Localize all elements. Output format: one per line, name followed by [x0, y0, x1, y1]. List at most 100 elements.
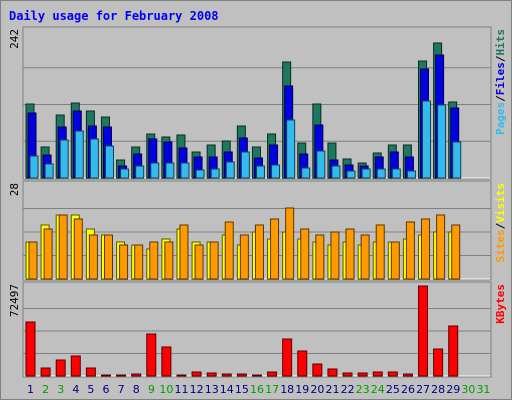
- bar-kbytes-day-23: [357, 372, 368, 377]
- series-sites: [28, 207, 461, 280]
- bar-kbytes-day-5: [85, 367, 96, 377]
- bar-pages-day-19: [301, 167, 311, 179]
- bar-pages-day-2: [44, 163, 54, 179]
- bar-kbytes-day-27: [418, 285, 429, 377]
- bar-pages-day-12: [195, 169, 205, 179]
- bar-pages-day-6: [104, 145, 114, 179]
- bar-sites-day-26: [405, 221, 415, 280]
- bar-pages-day-11: [180, 162, 190, 179]
- bar-sites-day-14: [224, 221, 234, 280]
- bar-pages-day-9: [150, 162, 160, 179]
- x-tick-label-day-13: 13: [205, 383, 219, 396]
- legend-entry-kbytes: KBytes: [494, 284, 507, 324]
- bar-pages-day-10: [165, 162, 175, 179]
- bar-pages-day-4: [74, 130, 84, 179]
- bar-pages-day-17: [271, 164, 281, 179]
- x-tick-label-day-28: 28: [431, 383, 445, 396]
- bar-kbytes-day-28: [433, 348, 444, 377]
- bar-sites-day-1: [28, 241, 38, 280]
- bar-sites-day-11: [179, 224, 189, 280]
- bar-sites-day-28: [436, 214, 446, 280]
- bar-pages-day-24: [376, 168, 386, 179]
- panel-kbytes-background: [22, 281, 492, 378]
- bar-sites-day-9: [149, 241, 159, 280]
- legend-entry-hits: Hits: [494, 29, 507, 56]
- bar-sites-day-25: [390, 241, 400, 280]
- bar-sites-day-27: [421, 218, 431, 280]
- x-tick-label-day-24: 24: [371, 383, 385, 396]
- bar-kbytes-day-9: [146, 333, 157, 377]
- bar-kbytes-day-13: [206, 372, 217, 377]
- bar-kbytes-day-16: [251, 374, 262, 377]
- bar-sites-day-21: [330, 231, 340, 280]
- bar-pages-day-20: [316, 150, 326, 179]
- panel-kbytes: 72497 KBytes: [8, 281, 507, 378]
- bar-pages-day-23: [361, 168, 371, 179]
- series-kbytes: [25, 285, 459, 377]
- bar-pages-day-28: [437, 104, 447, 179]
- bar-sites-day-5: [88, 234, 98, 280]
- bar-sites-day-22: [345, 228, 355, 280]
- x-tick-label-day-1: 1: [27, 383, 34, 396]
- bar-kbytes-day-24: [372, 371, 383, 377]
- bar-kbytes-day-26: [402, 373, 413, 377]
- panel-visits: 28 Sites/Visits: [8, 180, 507, 281]
- bar-sites-day-16: [254, 224, 264, 280]
- legend-entry-visits: Visits: [494, 183, 507, 223]
- legend-entry-sites: Sites: [494, 229, 507, 262]
- bar-sites-day-18: [285, 207, 295, 280]
- x-tick-label-day-3: 3: [57, 383, 64, 396]
- legend-entry-files: Files: [494, 62, 507, 95]
- panel-kbytes-legend: KBytes: [494, 284, 507, 324]
- x-tick-label-day-7: 7: [118, 383, 125, 396]
- bar-sites-day-4: [73, 218, 83, 280]
- bar-kbytes-day-6: [100, 374, 111, 377]
- bar-kbytes-day-17: [267, 371, 278, 377]
- x-tick-label-day-4: 4: [72, 383, 79, 396]
- bar-sites-day-13: [209, 241, 219, 280]
- bar-sites-day-7: [119, 244, 129, 280]
- bar-pages-day-21: [331, 165, 341, 179]
- bar-pages-day-22: [346, 170, 356, 179]
- x-tick-label-day-14: 14: [220, 383, 234, 396]
- series-pages: [29, 100, 462, 179]
- bar-sites-day-10: [164, 241, 174, 280]
- x-tick-label-day-19: 19: [295, 383, 309, 396]
- bar-kbytes-day-14: [221, 373, 232, 377]
- bar-sites-day-29: [451, 224, 461, 280]
- chart-title: Daily usage for February 2008: [9, 9, 219, 23]
- x-tick-label-day-31: 31: [476, 383, 490, 396]
- bar-pages-day-27: [422, 100, 432, 179]
- x-tick-label-day-8: 8: [133, 383, 140, 396]
- bar-sites-day-23: [360, 234, 370, 280]
- panel-visits-ymax-label: 28: [8, 183, 21, 196]
- panel-kbytes-ymax-label: 72497: [8, 284, 21, 317]
- bar-pages-day-29: [452, 141, 462, 179]
- bar-kbytes-day-2: [40, 367, 51, 377]
- x-tick-label-day-10: 10: [159, 383, 173, 396]
- bar-kbytes-day-15: [236, 373, 247, 377]
- bar-kbytes-day-18: [282, 338, 293, 377]
- bar-pages-day-14: [225, 161, 235, 179]
- x-tick-label-day-18: 18: [280, 383, 294, 396]
- bar-kbytes-day-3: [55, 359, 66, 377]
- bar-kbytes-day-22: [342, 372, 353, 377]
- x-tick-label-day-22: 22: [341, 383, 355, 396]
- panel-requests-legend: Pages/Files/Hits: [494, 29, 507, 135]
- x-tick-label-day-17: 17: [265, 383, 279, 396]
- legend-entry-separator: /: [494, 95, 507, 102]
- x-axis-labels: 1 2 3 4 5 6 7 8 9 10 11 12 13 14 15 16 17 18 19 20 21 22 23 24 2…: [27, 383, 490, 396]
- bar-kbytes-day-7: [116, 374, 127, 377]
- bar-pages-day-1: [29, 155, 39, 179]
- bar-pages-day-13: [210, 168, 220, 179]
- x-tick-label-day-21: 21: [325, 383, 339, 396]
- bar-sites-day-15: [239, 234, 249, 280]
- bar-pages-day-26: [406, 170, 416, 179]
- bar-sites-day-12: [194, 244, 204, 280]
- bar-pages-day-15: [240, 151, 250, 179]
- bar-pages-day-18: [286, 119, 296, 179]
- bar-sites-day-19: [300, 228, 310, 280]
